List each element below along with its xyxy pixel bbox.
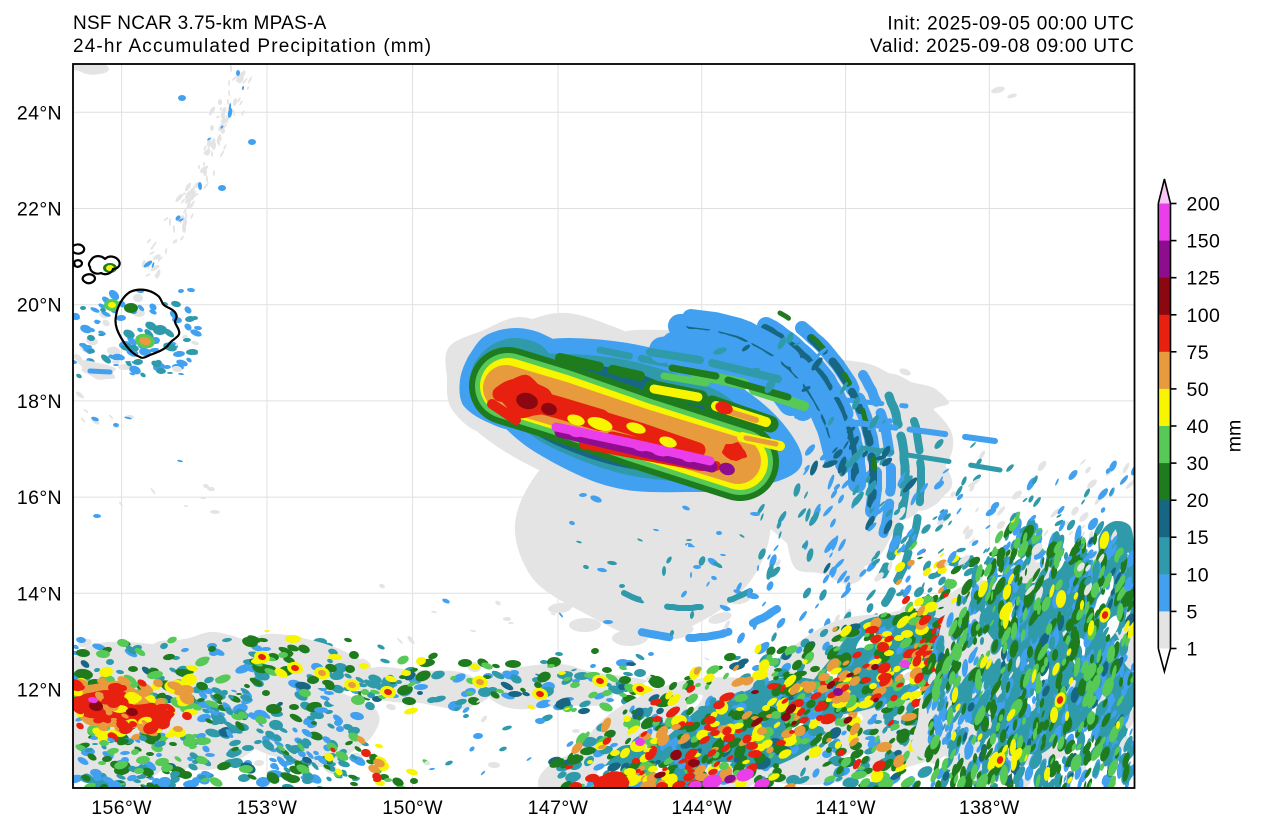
svg-text:1: 1: [1187, 639, 1198, 661]
svg-text:14°N: 14°N: [17, 583, 62, 605]
svg-text:Init: 2025-09-05 00:00 UTC: Init: 2025-09-05 00:00 UTC: [887, 14, 1134, 35]
svg-text:20: 20: [1187, 490, 1210, 512]
svg-text:24°N: 24°N: [17, 102, 62, 124]
svg-text:147°W: 147°W: [528, 797, 589, 819]
svg-text:150: 150: [1187, 231, 1221, 253]
svg-text:156°W: 156°W: [91, 797, 152, 819]
svg-text:153°W: 153°W: [237, 797, 298, 819]
svg-text:16°N: 16°N: [17, 487, 62, 509]
svg-text:75: 75: [1187, 342, 1210, 364]
svg-text:144°W: 144°W: [671, 797, 732, 819]
svg-text:5: 5: [1187, 601, 1198, 623]
svg-text:30: 30: [1187, 453, 1210, 475]
svg-text:22°N: 22°N: [17, 199, 62, 221]
svg-text:125: 125: [1187, 268, 1221, 290]
svg-text:mm: mm: [1224, 420, 1246, 453]
svg-text:200: 200: [1187, 194, 1221, 216]
svg-text:24-hr Accumulated Precipitatio: 24-hr Accumulated Precipitation (mm): [73, 36, 432, 57]
svg-text:15: 15: [1187, 527, 1210, 549]
svg-text:138°W: 138°W: [959, 797, 1020, 819]
svg-text:20°N: 20°N: [17, 295, 62, 317]
svg-text:10: 10: [1187, 564, 1210, 586]
svg-text:NSF NCAR 3.75-km MPAS-A: NSF NCAR 3.75-km MPAS-A: [73, 13, 327, 34]
svg-text:40: 40: [1187, 416, 1210, 438]
svg-text:100: 100: [1187, 305, 1221, 327]
svg-text:141°W: 141°W: [815, 797, 876, 819]
svg-text:18°N: 18°N: [17, 391, 62, 413]
svg-text:Valid: 2025-09-08 09:00 UTC: Valid: 2025-09-08 09:00 UTC: [870, 36, 1135, 57]
svg-text:150°W: 150°W: [382, 797, 443, 819]
svg-text:12°N: 12°N: [17, 680, 62, 702]
svg-text:50: 50: [1187, 379, 1210, 401]
